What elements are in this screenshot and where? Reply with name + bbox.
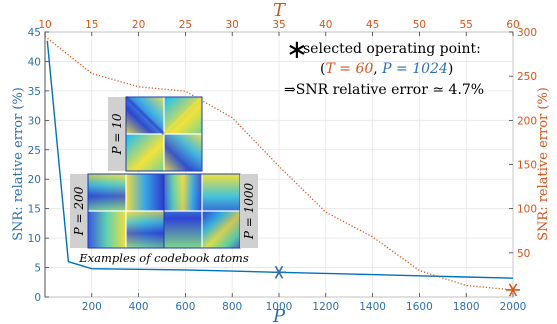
x-bottom-tick-4: 1000 [266, 301, 293, 313]
x-bottom-tick-7: 1600 [406, 301, 433, 313]
y-left-tick-9: 45 [28, 27, 41, 39]
y-right-tick-3: 200 [517, 115, 537, 127]
x-top-tick-1: 15 [85, 19, 98, 31]
x-top-tick-0: 10 [38, 19, 51, 31]
y-left-ticks: 0 5 10 15 20 25 30 35 40 45 [28, 27, 41, 304]
inset-label-p200: P = 200 [72, 186, 86, 236]
x-top-tick-4: 30 [226, 19, 239, 31]
x-top-tick-3: 25 [179, 19, 192, 31]
y-right-ticks: 50 100 150 200 250 300 [517, 27, 537, 260]
x-top-tick-6: 40 [319, 19, 332, 31]
y-left-tick-1: 5 [34, 263, 41, 275]
marker-asterisk-icon-0 [272, 265, 286, 279]
x-top-tick-9: 55 [460, 19, 473, 31]
inset-label-p10: P = 10 [110, 113, 124, 155]
marker-asterisk-icon-1 [506, 283, 520, 297]
x-top-tick-2: 20 [132, 19, 145, 31]
y-right-tick-2: 150 [517, 160, 537, 172]
y-left-tick-2: 10 [28, 233, 41, 245]
annotation-line-3: ⇒SNR relative error ≃ 4.7% [284, 82, 484, 98]
x-top-label: T [273, 0, 287, 21]
y-right-tick-1: 100 [517, 204, 537, 216]
x-bottom-tick-6: 1400 [359, 301, 386, 313]
atom-image-p200 [87, 173, 165, 249]
series-layer [44, 35, 514, 291]
x-bottom-tick-2: 600 [175, 301, 195, 313]
x-bottom-tick-1: 400 [129, 301, 149, 313]
annotation-line-1: selected operating point: [303, 41, 481, 57]
x-bottom-tick-0: 200 [82, 301, 102, 313]
annotation: ∗ selected operating point: (T = 60, P =… [284, 35, 484, 98]
inset-label-p1000: P = 1000 [242, 182, 256, 240]
x-top-ticks: 10 15 20 25 30 35 40 45 50 55 60 [38, 19, 519, 31]
y-left-tick-0: 0 [34, 292, 41, 304]
y-left-tick-3: 15 [28, 204, 41, 216]
series-line-0 [46, 40, 514, 279]
y-left-tick-8: 40 [28, 56, 41, 68]
y-left-label: SNR: relative error (%) [11, 87, 26, 241]
marker-layer [272, 265, 520, 297]
x-bottom-ticks: 200 400 600 800 1000 1200 1400 1600 1800 2000 [82, 301, 527, 313]
x-bottom-tick-8: 1800 [453, 301, 480, 313]
atom-image-p10 [124, 95, 204, 172]
y-right-label: SNR: relative error (%) [536, 87, 551, 241]
x-top-tick-5: 35 [272, 19, 285, 31]
y-left-tick-5: 25 [28, 145, 41, 157]
y-right-tick-5: 300 [517, 27, 537, 39]
x-bottom-tick-5: 1200 [312, 301, 339, 313]
y-left-tick-6: 30 [28, 115, 41, 127]
y-left-tick-7: 35 [28, 86, 41, 98]
x-bottom-tick-3: 800 [222, 301, 242, 313]
inset-label-bg-p1000 [240, 174, 258, 248]
codebook-inset: P = 10 P = 200 [70, 95, 258, 265]
x-top-tick-10: 60 [506, 19, 519, 31]
inset-caption: Examples of codebook atoms [78, 251, 249, 265]
y-left-tick-4: 20 [28, 174, 41, 186]
annotation-asterisk-icon: ∗ [286, 35, 308, 65]
y-right-tick-4: 250 [517, 71, 537, 83]
atom-image-p1000 [163, 173, 241, 249]
inset-label-bg-p10 [108, 97, 126, 171]
x-bottom-label: P [272, 306, 286, 324]
y-right-tick-0: 50 [517, 248, 530, 260]
inset-label-bg-p200 [70, 174, 88, 248]
annotation-line-2: (T = 60, P = 1024) [320, 61, 453, 77]
x-top-tick-8: 50 [413, 19, 426, 31]
x-top-tick-7: 45 [366, 19, 379, 31]
tick-marks [44, 31, 514, 298]
x-bottom-tick-9: 2000 [500, 301, 527, 313]
